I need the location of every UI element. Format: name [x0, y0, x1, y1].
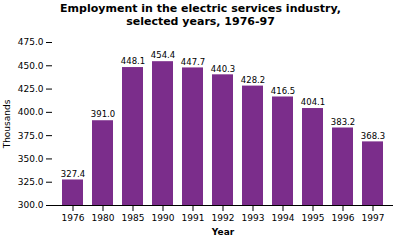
svg-text:447.7: 447.7 — [181, 57, 205, 67]
svg-text:1992: 1992 — [212, 213, 235, 223]
svg-text:1996: 1996 — [332, 213, 355, 223]
svg-text:300.0: 300.0 — [18, 201, 44, 211]
svg-text:1997: 1997 — [362, 213, 385, 223]
svg-text:391.0: 391.0 — [91, 110, 115, 120]
svg-text:440.3: 440.3 — [211, 64, 235, 74]
html-text:Employment in the electric ser: Employment in the electric services indu… — [60, 2, 341, 29]
svg-text:1995: 1995 — [302, 213, 325, 223]
svg-text:Thousands: Thousands — [2, 100, 12, 150]
svg-text:Year: Year — [211, 227, 235, 237]
svg-text:1994: 1994 — [272, 213, 295, 223]
svg-text:404.1: 404.1 — [301, 98, 325, 108]
svg-text:325.0: 325.0 — [18, 177, 44, 187]
svg-text:448.1: 448.1 — [121, 57, 145, 67]
svg-text:1990: 1990 — [152, 213, 175, 223]
svg-text:1976: 1976 — [62, 213, 85, 223]
svg-text:368.3: 368.3 — [361, 131, 385, 141]
svg-text:375.0: 375.0 — [18, 131, 44, 141]
svg-text:400.0: 400.0 — [18, 108, 44, 118]
svg-text:350.0: 350.0 — [18, 154, 44, 164]
svg-text:1985: 1985 — [122, 213, 145, 223]
svg-text:425.0: 425.0 — [18, 84, 44, 94]
svg-text:327.4: 327.4 — [61, 169, 85, 179]
svg-text:454.4: 454.4 — [151, 51, 175, 61]
svg-text:1991: 1991 — [182, 213, 205, 223]
svg-text:475.0: 475.0 — [18, 38, 44, 48]
svg-text:428.2: 428.2 — [241, 75, 265, 85]
svg-text:416.5: 416.5 — [271, 86, 295, 96]
svg-text:1980: 1980 — [92, 213, 115, 223]
svg-text:450.0: 450.0 — [18, 61, 44, 71]
svg-text:383.2: 383.2 — [331, 117, 355, 127]
svg-text:1993: 1993 — [242, 213, 265, 223]
